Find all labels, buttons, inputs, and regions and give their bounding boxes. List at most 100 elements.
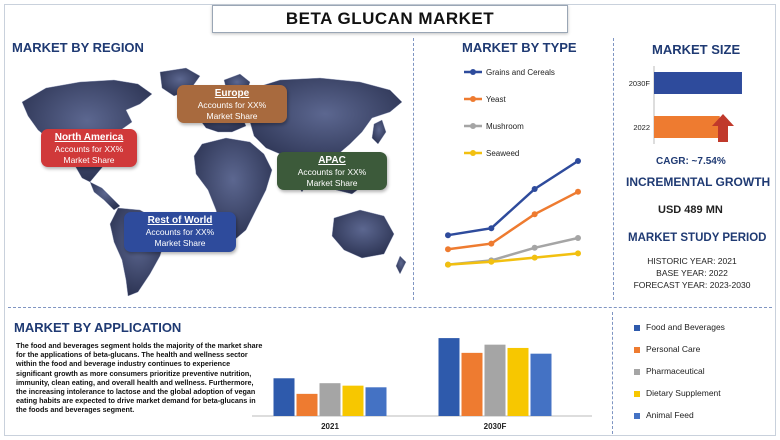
app-legend-swatch [634,346,640,353]
series-point-1-0 [445,246,451,253]
app-legend-label: Pharmaceutical [646,366,705,376]
series-point-3-2 [531,254,538,261]
app-bar-2021-3 [342,385,364,416]
study-period-title: MARKET STUDY PERIOD [628,232,767,244]
series-point-3-1 [488,258,495,265]
region-name: APAC [318,155,346,166]
app-bar-2030F-3 [507,347,529,416]
incremental-growth-value: USD 489 MN [658,204,723,216]
app-bar-2030F-4 [530,353,552,416]
divider-app-legend [612,312,613,434]
app-category-label-2030F: 2030F [484,422,507,431]
australia-shape [331,209,395,259]
central-america-shape [89,181,121,211]
region-north-america: North America Accounts for XX% Market Sh… [41,129,137,167]
cagr-text: CAGR: ~7.54% [656,156,726,167]
series-point-1-3 [575,188,581,195]
incremental-growth-title: INCREMENTAL GROWTH [626,175,771,189]
legend-label-0: Grains and Cereals [486,68,555,77]
africa-shape [193,137,273,243]
legend-label-1: Yeast [486,95,507,104]
app-category-label-2021: 2021 [321,422,339,431]
region-name: Rest of World [147,215,213,226]
app-bar-2021-2 [319,383,341,416]
base-year: BASE YEAR: 2022 [656,268,728,278]
region-text2: Market Share [306,178,358,188]
divider-top-bottom [8,307,772,308]
app-legend-item-1: Personal Care [634,344,700,354]
japan-shape [371,119,387,145]
region-europe: Europe Accounts for XX% Market Share [177,85,287,123]
series-point-0-3 [575,158,581,164]
series-point-0-1 [488,225,495,232]
series-line-1 [447,190,579,251]
series-point-3-3 [575,250,581,257]
series-point-0-0 [445,232,451,239]
application-section-title: MARKET BY APPLICATION [14,320,182,335]
market-size-bar-chart: 2030F 2022 [629,66,742,144]
region-section-title: MARKET BY REGION [12,40,144,55]
region-text2: Market Share [206,111,258,121]
legend-label-2: Mushroom [486,122,524,131]
region-text2: Market Share [63,155,115,165]
divider-type-size [613,38,614,300]
app-bar-2030F-2 [484,344,506,416]
app-legend-label: Personal Care [646,344,701,354]
application-legend: Food and Beverages Personal Care Pharmaceu… [634,322,774,432]
infographic-frame [4,4,776,436]
region-name: Europe [214,88,250,99]
type-line-chart [445,158,581,268]
app-bar-2021-0 [273,378,295,416]
region-text1: Accounts for XX% [297,167,367,177]
app-legend-swatch [634,368,640,375]
size-bar-label-2030F: 2030F [629,79,651,88]
app-legend-label: Animal Feed [646,410,694,420]
application-paragraph: The food and beverages segment holds the… [16,341,263,415]
series-point-2-3 [575,235,581,241]
legend-marker-0 [470,69,476,75]
series-point-2-2 [531,244,538,251]
app-bar-2030F-0 [438,338,460,416]
region-text1: Accounts for XX% [54,144,124,154]
growth-arrow-icon [712,114,734,142]
forecast-year: FORECAST YEAR: 2023-2030 [633,280,751,290]
size-bar-label-2022: 2022 [633,123,650,132]
series-point-1-1 [488,240,495,247]
historic-year: HISTORIC YEAR: 2021 [647,256,737,266]
divider-region-type [413,38,414,300]
app-legend-item-0: Food and Beverages [634,322,725,332]
app-legend-swatch [634,390,640,397]
app-legend-label: Food and Beverages [646,322,725,332]
region-text1: Accounts for XX% [145,227,215,237]
region-rest-of-world: Rest of World Accounts for XX% Market Sh… [124,212,236,252]
series-line-3 [447,252,579,266]
legend-marker-3 [470,150,476,156]
type-section-title: MARKET BY TYPE [462,40,577,55]
legend-label-3: Seaweed [486,149,519,158]
page-title: BETA GLUCAN MARKET [212,5,568,33]
app-legend-swatch [634,412,640,419]
series-point-0-2 [531,186,538,192]
region-apac: APAC Accounts for XX% Market Share [277,152,387,190]
region-name: North America [54,132,124,143]
app-bar-2021-4 [365,387,387,416]
size-section-title: MARKET SIZE [652,42,741,57]
region-text1: Accounts for XX% [197,100,267,110]
series-point-3-0 [445,261,451,268]
size-bar-2030F [654,72,742,94]
app-legend-item-4: Animal Feed [634,410,694,420]
size-bar-2022 [654,116,720,138]
app-legend-swatch [634,324,640,331]
type-legend: Grains and Cereals Yeast Mushroom Seaweed [464,68,555,158]
new-zealand-shape [395,255,407,275]
app-legend-label: Dietary Supplement [646,388,721,398]
legend-marker-2 [470,123,476,129]
app-legend-item-3: Dietary Supplement [634,388,721,398]
app-bar-2021-1 [296,393,318,416]
series-point-1-2 [531,211,538,218]
application-bar-chart: 2021 2030F [252,338,592,431]
app-legend-item-2: Pharmaceutical [634,366,705,376]
region-text2: Market Share [154,238,206,248]
app-bar-2030F-1 [461,352,483,416]
series-line-0 [447,159,579,237]
